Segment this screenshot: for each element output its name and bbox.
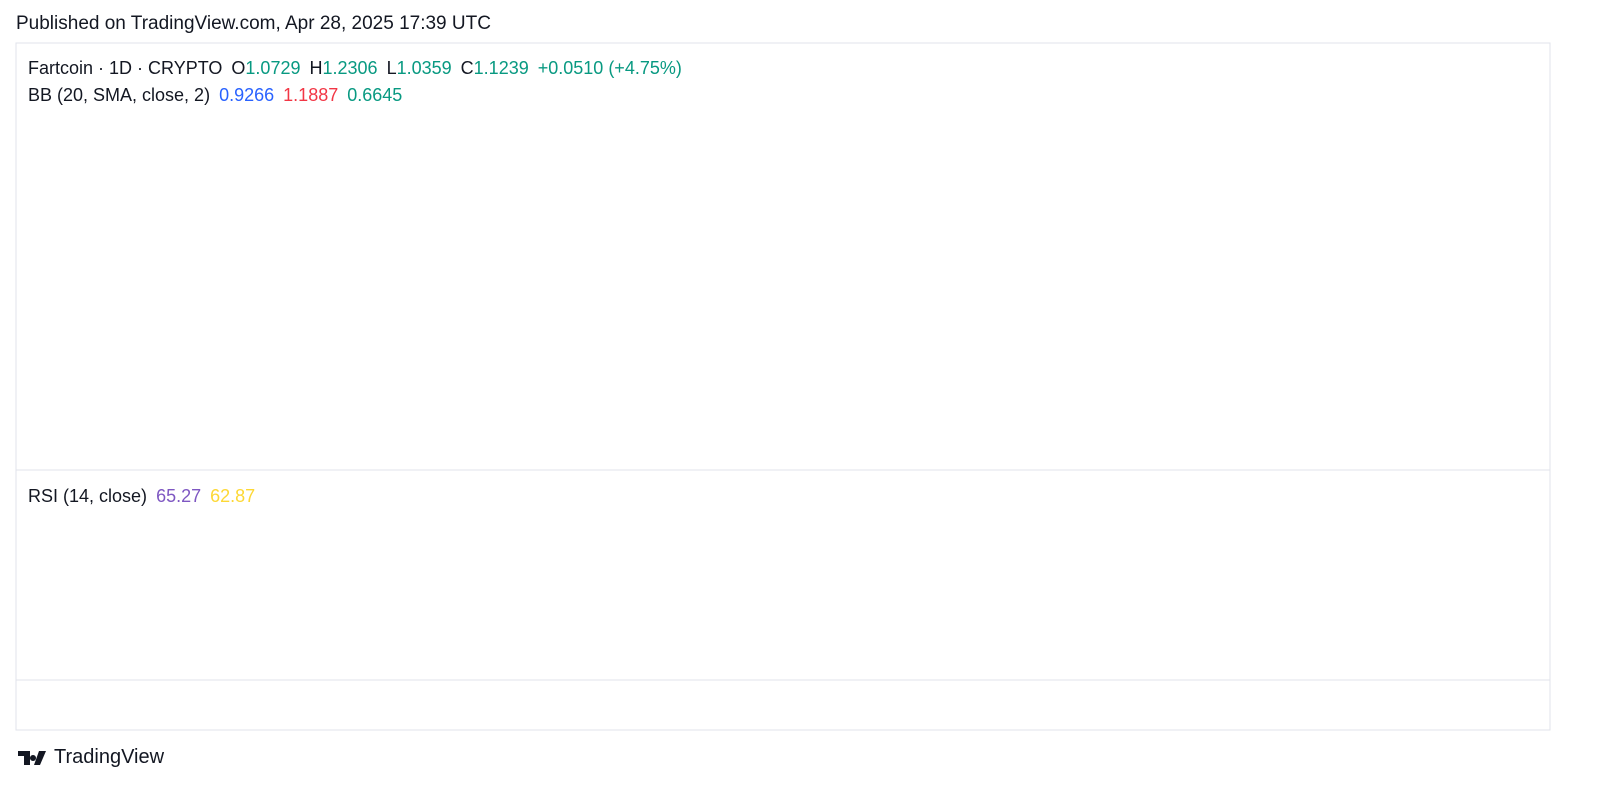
brand-logo bbox=[18, 750, 46, 765]
bb-legend: BB (20, SMA, close, 2) 0.9266 1.1887 0.6… bbox=[28, 85, 406, 106]
ohlc-key: H bbox=[309, 58, 323, 78]
indicator-value: 65.27 bbox=[156, 486, 202, 506]
ohlc-key: O bbox=[231, 58, 246, 78]
indicator-name: BB (20, SMA, close, 2) bbox=[28, 85, 211, 105]
published-note: Published on TradingView.com, Apr 28, 20… bbox=[16, 13, 491, 34]
change: +0.0510 (+4.75%) bbox=[537, 58, 682, 78]
main-legend: Fartcoin · 1D · CRYPTO O1.0729 H1.2306 L… bbox=[28, 58, 686, 79]
rsi-legend: RSI (14, close) 65.27 62.87 bbox=[28, 486, 259, 507]
ohlc-value: 1.0359 bbox=[396, 58, 452, 78]
brand: TradingView bbox=[18, 746, 164, 769]
indicator-name: RSI (14, close) bbox=[28, 486, 148, 506]
ohlc-key: L bbox=[386, 58, 397, 78]
symbol-title: Fartcoin · 1D · CRYPTO bbox=[28, 58, 223, 78]
indicator-value: 1.1887 bbox=[283, 85, 339, 105]
indicator-value: 0.6645 bbox=[347, 85, 403, 105]
chart-frame bbox=[15, 42, 1551, 731]
ohlc-value: 1.2306 bbox=[322, 58, 378, 78]
ohlc-value: 1.0729 bbox=[245, 58, 301, 78]
brand-name: TradingView bbox=[54, 746, 165, 768]
indicator-value: 0.9266 bbox=[219, 85, 275, 105]
ohlc-value: 1.1239 bbox=[473, 58, 529, 78]
indicator-value: 62.87 bbox=[210, 486, 256, 506]
ohlc-key: C bbox=[460, 58, 474, 78]
